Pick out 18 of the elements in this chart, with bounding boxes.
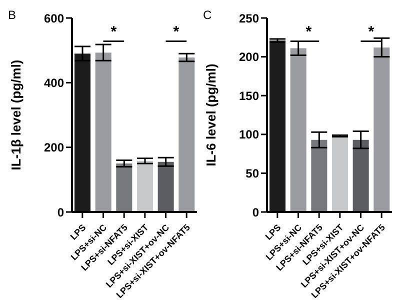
annotation: * xyxy=(306,23,312,40)
y-tick-label: 200 xyxy=(44,140,64,155)
y-tick-label: 600 xyxy=(44,11,64,26)
annotation: * xyxy=(173,23,180,40)
y-tick-label: 0 xyxy=(252,205,260,220)
y-tick-label: 200 xyxy=(238,50,260,64)
annotation: * xyxy=(368,23,374,40)
y-axis-title: IL-6 level (pg/ml) xyxy=(204,64,219,166)
chart-title: B xyxy=(8,8,16,22)
y-tick-label: 400 xyxy=(44,76,64,90)
annotation: * xyxy=(110,23,117,40)
chart-title: C xyxy=(203,8,212,22)
y-tick-label: 150 xyxy=(238,88,260,103)
y-tick-label: 50 xyxy=(246,166,260,180)
y-axis-title: IL-1β level (pg/ml) xyxy=(8,60,24,170)
y-tick-label: 0 xyxy=(57,205,64,220)
y-tick-label: 100 xyxy=(238,128,260,142)
y-tick-label: 250 xyxy=(238,11,260,26)
